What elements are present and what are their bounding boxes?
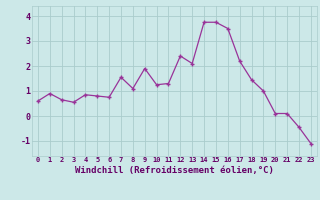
X-axis label: Windchill (Refroidissement éolien,°C): Windchill (Refroidissement éolien,°C) bbox=[75, 166, 274, 175]
